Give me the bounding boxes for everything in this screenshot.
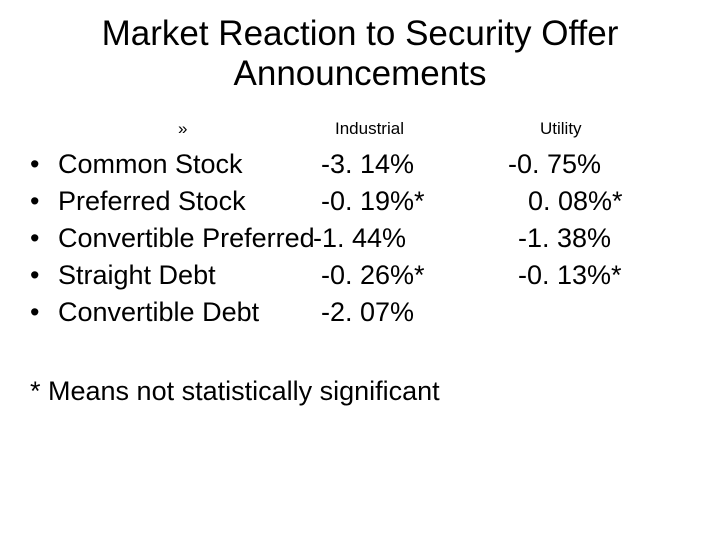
industrial-value: -0. 19%* bbox=[321, 183, 425, 220]
utility-value: -1. 38% bbox=[518, 220, 611, 257]
row-label: Common Stock bbox=[58, 146, 243, 183]
header-industrial: Industrial bbox=[335, 119, 404, 139]
row-label: Preferred Stock bbox=[58, 183, 246, 220]
table-row: • Common Stock -3. 14% -0. 75% bbox=[0, 146, 720, 183]
table-row: • Preferred Stock -0. 19%* 0. 08%* bbox=[0, 183, 720, 220]
utility-value: -0. 75% bbox=[508, 146, 601, 183]
footnote: * Means not statistically significant bbox=[30, 376, 440, 407]
header-utility: Utility bbox=[540, 119, 582, 139]
row-label: Convertible Preferred bbox=[58, 220, 315, 257]
industrial-value: -0. 26%* bbox=[321, 257, 425, 294]
data-rows: • Common Stock -3. 14% -0. 75% • Preferr… bbox=[0, 146, 720, 331]
bullet-icon: • bbox=[30, 294, 39, 331]
row-label: Straight Debt bbox=[58, 257, 216, 294]
bullet-icon: • bbox=[30, 220, 39, 257]
header-marker: » bbox=[178, 119, 187, 139]
table-row: • Straight Debt -0. 26%* -0. 13%* bbox=[0, 257, 720, 294]
title-line-1: Market Reaction to Security Offer bbox=[102, 14, 619, 53]
bullet-icon: • bbox=[30, 183, 39, 220]
slide: Market Reaction to Security Offer Announ… bbox=[0, 0, 720, 540]
industrial-value: -3. 14% bbox=[321, 146, 414, 183]
bullet-icon: • bbox=[30, 257, 39, 294]
title-line-2: Announcements bbox=[234, 54, 487, 93]
bullet-icon: • bbox=[30, 146, 39, 183]
row-label: Convertible Debt bbox=[58, 294, 259, 331]
utility-value: 0. 08%* bbox=[528, 183, 623, 220]
table-row: • Convertible Preferred -1. 44% -1. 38% bbox=[0, 220, 720, 257]
utility-value: -0. 13%* bbox=[518, 257, 622, 294]
table-row: • Convertible Debt -2. 07% bbox=[0, 294, 720, 331]
industrial-value: -2. 07% bbox=[321, 294, 414, 331]
slide-title: Market Reaction to Security Offer Announ… bbox=[0, 0, 720, 95]
industrial-value: -1. 44% bbox=[313, 220, 406, 257]
